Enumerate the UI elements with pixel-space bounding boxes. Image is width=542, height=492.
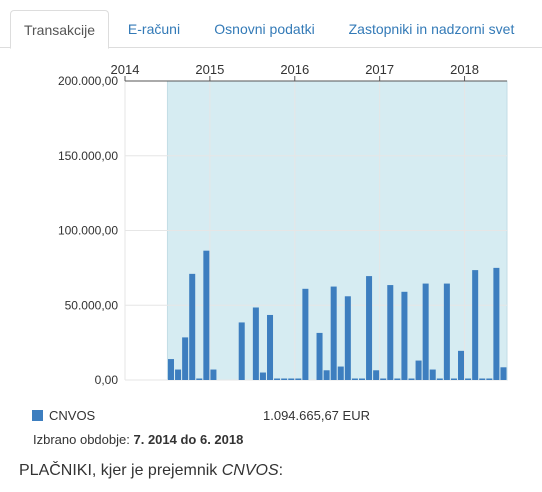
legend-series-name: CNVOS — [49, 408, 96, 423]
bar — [429, 369, 436, 380]
bar — [408, 378, 415, 380]
bar — [259, 372, 266, 380]
bar — [167, 359, 174, 380]
heading-recipient: CNVOS — [221, 462, 279, 479]
bar — [401, 291, 408, 380]
tab-zastopniki[interactable]: Zastopniki in nadzorni svet — [348, 21, 515, 37]
tab-transakcije[interactable]: Transakcije — [10, 10, 109, 49]
x-tick-label: 2018 — [450, 62, 479, 77]
bar — [500, 367, 507, 380]
bar — [267, 314, 274, 380]
bar — [351, 378, 358, 380]
bar — [189, 273, 196, 380]
bar — [436, 378, 443, 380]
y-tick-label: 200.000,00 — [58, 74, 118, 88]
bar — [175, 369, 182, 380]
bar — [443, 283, 450, 380]
bar — [316, 332, 323, 380]
tab-bar: Transakcije E-računi Osnovni podatki Zas… — [0, 0, 542, 49]
bar — [387, 285, 394, 380]
bar — [458, 350, 465, 380]
heading-suffix: : — [278, 462, 284, 479]
x-tick-label: 2015 — [195, 62, 224, 77]
y-tick-label: 0,00 — [95, 373, 119, 387]
tab-e-racuni[interactable]: E-računi — [127, 21, 181, 37]
legend-swatch — [32, 410, 43, 421]
bar — [486, 378, 493, 380]
bar — [380, 378, 387, 380]
bar — [210, 369, 217, 380]
heading-prefix: PLAČNIKI, kjer je prejemnik — [19, 462, 222, 479]
bar — [323, 370, 330, 380]
payers-heading: PLAČNIKI, kjer je prejemnik CNVOS: — [19, 462, 283, 480]
bar — [196, 378, 203, 380]
tab-osnovni-podatki[interactable]: Osnovni podatki — [214, 21, 315, 37]
bar — [295, 378, 302, 380]
x-tick-label: 2016 — [280, 62, 309, 77]
bar — [465, 378, 472, 380]
bar — [479, 378, 486, 380]
bar — [373, 370, 380, 380]
legend-total: 1.094.665,67 EUR — [263, 408, 370, 423]
bar — [450, 378, 457, 380]
bar — [182, 337, 189, 380]
bar — [203, 250, 210, 380]
bar — [493, 267, 500, 380]
bar — [252, 307, 259, 380]
y-tick-label: 100.000,00 — [58, 224, 118, 238]
bar — [422, 283, 429, 380]
bar — [288, 378, 295, 380]
x-tick-label: 2014 — [111, 62, 140, 77]
chart-legend: CNVOS 1.094.665,67 EUR — [32, 407, 392, 425]
bar — [394, 378, 401, 380]
bar — [281, 378, 288, 380]
selected-period: Izbrano obdobje: 7. 2014 do 6. 2018 — [33, 432, 243, 447]
bar — [238, 322, 245, 380]
period-value: 7. 2014 do 6. 2018 — [133, 432, 244, 447]
bar — [415, 360, 422, 380]
bar — [366, 276, 373, 380]
bar — [358, 378, 365, 380]
bar — [302, 288, 309, 380]
bar — [274, 378, 281, 380]
transactions-chart[interactable]: 200.000,00 150.000,00 100.000,00 50.000,00 0… — [0, 48, 542, 398]
bar — [330, 286, 337, 380]
x-tick-label: 2017 — [365, 62, 394, 77]
y-tick-label: 50.000,00 — [65, 298, 119, 312]
bar — [344, 296, 351, 380]
period-label: Izbrano obdobje: — [33, 432, 130, 447]
y-tick-label: 150.000,00 — [58, 149, 118, 163]
bar — [472, 270, 479, 380]
bar — [337, 366, 344, 380]
